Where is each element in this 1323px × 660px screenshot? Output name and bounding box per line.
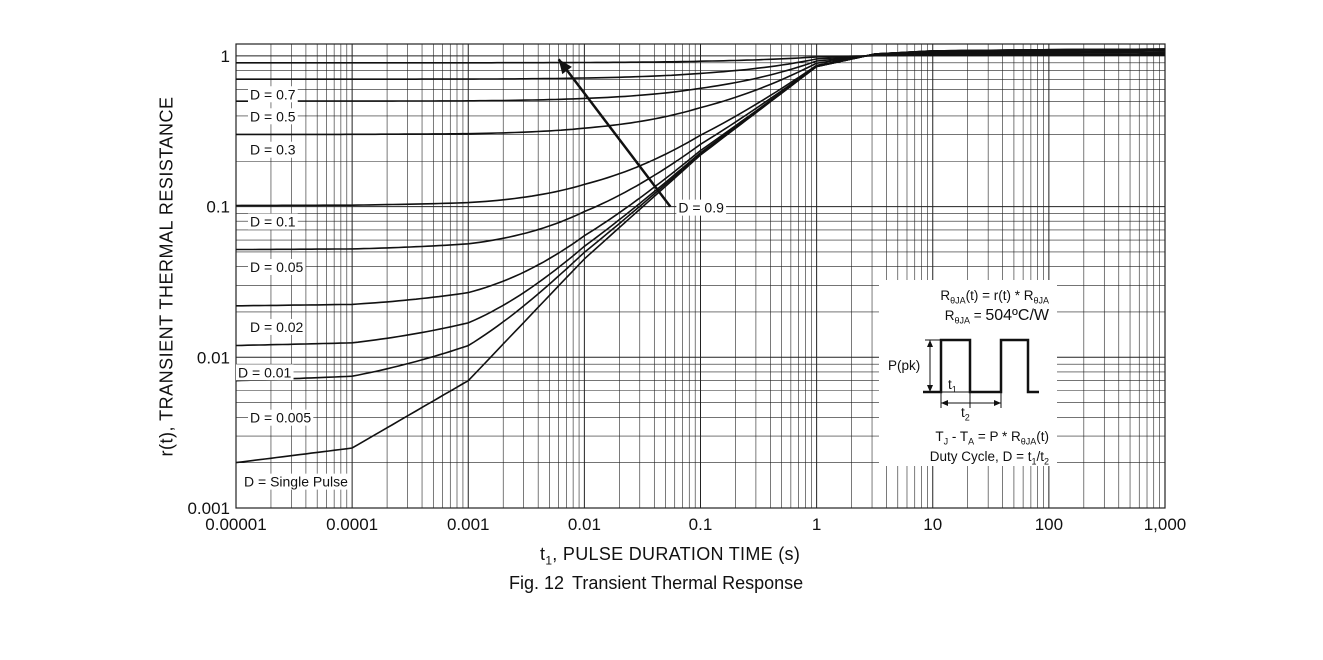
inset-eq-1: RθJA(t) = r(t) * RθJA <box>940 288 1049 306</box>
figure-title: Transient Thermal Response <box>572 573 804 593</box>
series-label: D = 0.01 <box>238 364 292 380</box>
series-line <box>236 50 1165 136</box>
series-label-bg <box>236 364 294 381</box>
arrow-head <box>558 59 572 75</box>
y-tick-label: 0.001 <box>187 499 230 518</box>
series-label-bg <box>248 318 306 335</box>
series-label: D = 0.02 <box>250 319 304 335</box>
x-tick-label: 10 <box>923 515 942 534</box>
series-label-bg <box>248 86 298 103</box>
x-tick-label: 1,000 <box>1144 515 1187 534</box>
inset-t1: t1 <box>948 377 957 395</box>
x-tick-label: 0.00001 <box>205 515 266 534</box>
tick-labels: 0.00001 0.0001 0.001 0.01 0.1 1 10 100 1,000 1 0.1… <box>187 47 1186 534</box>
series-label: D = 0.5 <box>250 108 296 124</box>
inset-ppk: P(pk) <box>888 358 921 373</box>
series-line <box>235 48 1165 464</box>
series-label: D = 0.05 <box>250 259 304 275</box>
inset-legend: RθJA(t) = r(t) * RθJA RθJA = 504ºC/W P(p… <box>879 280 1057 467</box>
series-line <box>236 54 1165 64</box>
series-label: D = 0.7 <box>250 86 296 102</box>
annotation-arrow: D = 0.9 <box>557 58 727 216</box>
grid <box>235 43 1166 509</box>
series-label: D = 0.3 <box>250 142 296 158</box>
x-axis-label: t1, PULSE DURATION TIME (s) <box>540 544 801 568</box>
series-label-bg <box>248 258 306 275</box>
arrow-line <box>557 58 672 208</box>
figure-caption: Fig. 12 Transient Thermal Response <box>509 573 803 594</box>
series-label-bg <box>248 108 298 125</box>
x-tick-label: 0.01 <box>568 515 601 534</box>
pulse-diagram <box>923 338 1039 408</box>
inset-t2: t2 <box>961 405 970 423</box>
figure-number: Fig. 12 <box>509 573 565 593</box>
y-tick-label: 0.1 <box>206 198 230 217</box>
x-tick-label: 1 <box>812 515 821 534</box>
series-label-bg <box>242 473 351 490</box>
arrow-label: D = 0.9 <box>678 200 724 216</box>
series-labels: D = 0.7 D = 0.5 D = 0.3 D = 0.1 D = 0.05 D = … <box>236 86 351 490</box>
inset-eq-3: TJ - TA = P * RθJA(t) <box>935 429 1049 447</box>
plot-frame <box>235 43 1166 509</box>
y-tick-label: 1 <box>221 47 230 66</box>
y-axis-label: r(t), TRANSIENT THERMAL RESISTANCE <box>156 96 177 457</box>
series-line <box>236 52 1165 80</box>
y-tick-label: 0.01 <box>197 348 230 367</box>
series-label: D = 0.1 <box>250 214 296 230</box>
inset-eq-2: RθJA = 504ºC/W <box>944 307 1049 326</box>
series-label-bg <box>248 141 298 158</box>
series-label-bg <box>248 213 298 230</box>
series-label-bg <box>248 409 314 426</box>
arrow-label-bg <box>676 199 727 216</box>
x-tick-label: 0.001 <box>447 515 490 534</box>
curves <box>235 48 1166 464</box>
series-label: D = 0.005 <box>250 410 311 426</box>
x-tick-label: 0.0001 <box>326 515 378 534</box>
series-label: D = Single Pulse <box>244 474 348 490</box>
x-tick-label: 100 <box>1035 515 1063 534</box>
series-line <box>236 51 1165 102</box>
inset-eq-4: Duty Cycle, D = t1/t2 <box>929 449 1049 467</box>
x-tick-label: 0.1 <box>689 515 713 534</box>
